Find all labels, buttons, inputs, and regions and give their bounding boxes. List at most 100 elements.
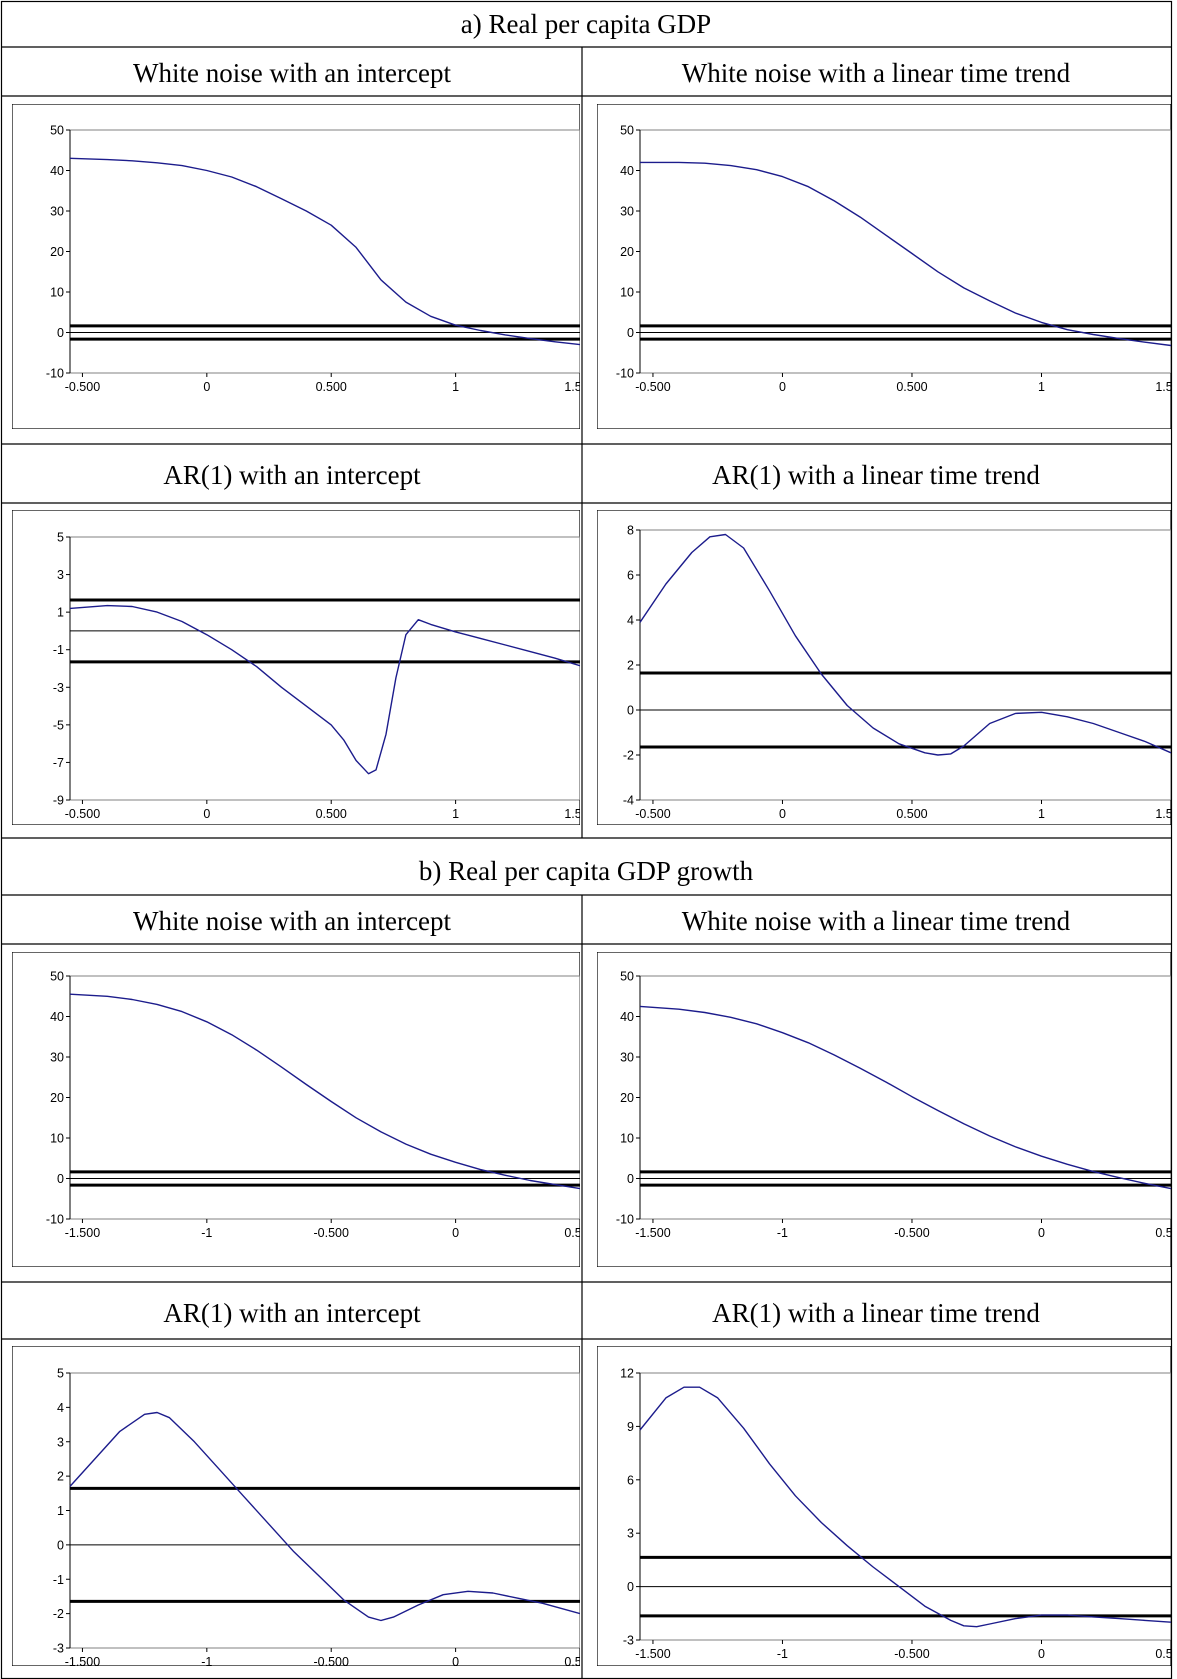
chart-1: -10 0 10 20 30 40 50 -0.500 0 0.500 1 1.500 (12, 104, 580, 429)
chart-frame (597, 1346, 1171, 1666)
y-tick-label: 0 (57, 326, 64, 340)
y-tick-label: -10 (46, 367, 64, 381)
panel-title-a2: White noise with a linear time trend (682, 58, 1071, 88)
y-tick-label: 40 (620, 164, 634, 178)
y-tick-label: 20 (50, 1091, 64, 1105)
series-line (69, 993, 580, 1190)
y-tick-label: 5 (57, 531, 64, 545)
y-tick-label: 0 (627, 1172, 634, 1186)
x-tick-label: 1 (452, 807, 459, 821)
y-tick-label: 2 (57, 1470, 64, 1484)
chart-area: -10 0 10 20 30 40 50 -0.500 0 0.500 1 1.500 (12, 104, 580, 429)
chart-8: -3 0 3 6 9 12 -1.500 -1 -0.500 0 0.500 (597, 1346, 1177, 1666)
panel-title-a4: AR(1) with a linear time trend (712, 460, 1040, 490)
y-tick-label: -2 (53, 1607, 64, 1621)
y-tick-label: 10 (50, 1132, 64, 1146)
x-tick-label: -0.500 (894, 1647, 929, 1661)
y-tick-label: 5 (57, 1367, 64, 1381)
y-tick-label: 40 (620, 1010, 634, 1024)
chart-area: -3 -2 -1 0 1 2 3 4 5 -1.500 -1 -0.500 0 0.500 (12, 1346, 580, 1669)
chart-frame (597, 104, 1171, 429)
y-tick-label: 3 (57, 1435, 64, 1449)
x-tick-label: 0.500 (564, 1226, 595, 1240)
series-line (69, 157, 580, 346)
x-tick-label: -1.500 (65, 1655, 100, 1669)
chart-frame (12, 1346, 580, 1666)
y-tick-label: 10 (620, 286, 634, 300)
y-tick-label: 0 (57, 1538, 64, 1552)
chart-frame (12, 510, 580, 825)
y-tick-label: -1 (53, 643, 64, 657)
y-tick-label: 0 (627, 704, 634, 718)
chart-area: -10 0 10 20 30 40 50 -0.500 0 0.500 1 1.500 (597, 104, 1177, 429)
y-tick-label: -3 (53, 1642, 64, 1656)
chart-area: -10 0 10 20 30 40 50 -1.500 -1 -0.500 0 0.500 (597, 952, 1177, 1267)
x-tick-label: 1.500 (1155, 807, 1177, 821)
x-tick-label: 1 (1038, 380, 1045, 394)
series-line (69, 604, 580, 775)
chart-frame (12, 104, 580, 429)
y-tick-label: -10 (616, 367, 634, 381)
y-tick-label: -3 (623, 1634, 634, 1648)
x-tick-label: 1 (1038, 807, 1045, 821)
y-tick-label: 20 (620, 1091, 634, 1105)
y-tick-label: 1 (57, 606, 64, 620)
x-tick-label: 0.500 (1155, 1226, 1177, 1240)
x-tick-label: -0.500 (313, 1226, 348, 1240)
x-tick-label: -1.500 (635, 1226, 670, 1240)
y-tick-label: 20 (620, 245, 634, 259)
x-tick-label: 0 (1038, 1647, 1045, 1661)
x-tick-label: -1 (201, 1655, 212, 1669)
x-tick-label: -1.500 (635, 1647, 670, 1661)
y-tick-label: 50 (50, 970, 64, 984)
y-tick-label: -2 (623, 749, 634, 763)
chart-4: -4 -2 0 2 4 6 8 -0.500 0 0.500 1 1.500 (597, 510, 1177, 825)
y-tick-label: 30 (620, 1051, 634, 1065)
x-tick-label: -0.500 (313, 1655, 348, 1669)
y-tick-label: 3 (627, 1527, 634, 1541)
chart-area: -3 0 3 6 9 12 -1.500 -1 -0.500 0 0.500 (597, 1346, 1177, 1666)
y-tick-label: 6 (627, 1473, 634, 1487)
y-tick-label: 0 (627, 326, 634, 340)
series-line (69, 1411, 580, 1622)
y-tick-label: 4 (57, 1401, 64, 1415)
x-tick-label: 0 (452, 1226, 459, 1240)
y-tick-label: 10 (50, 286, 64, 300)
section-title-b: b) Real per capita GDP growth (419, 856, 754, 886)
y-tick-label: -10 (616, 1213, 634, 1227)
y-tick-label: 9 (627, 1420, 634, 1434)
y-tick-label: -9 (53, 794, 64, 808)
x-tick-label: 0.500 (1155, 1647, 1177, 1661)
x-tick-label: 0.500 (896, 380, 927, 394)
chart-3: -9 -7 -5 -3 -1 1 3 5 -0.500 0 0.500 1 1.500 (12, 510, 580, 825)
x-tick-label: 0.500 (316, 380, 347, 394)
chart-2: -10 0 10 20 30 40 50 -0.500 0 0.500 1 1.500 (597, 104, 1177, 429)
y-tick-label: -3 (53, 681, 64, 695)
x-tick-label: 1.500 (1155, 380, 1177, 394)
x-tick-label: -0.500 (894, 1226, 929, 1240)
y-tick-label: 40 (50, 164, 64, 178)
x-tick-label: 0 (203, 380, 210, 394)
y-tick-label: 1 (57, 1504, 64, 1518)
x-tick-label: 0 (203, 807, 210, 821)
x-tick-label: 0 (452, 1655, 459, 1669)
y-tick-label: -5 (53, 718, 64, 732)
chart-frame (12, 952, 580, 1267)
chart-area: -10 0 10 20 30 40 50 -1.500 -1 -0.500 0 0.500 (12, 952, 595, 1267)
panel-title-b3: AR(1) with an intercept (163, 1298, 421, 1328)
y-tick-label: -1 (53, 1573, 64, 1587)
y-tick-label: 3 (57, 568, 64, 582)
panel-title-a1: White noise with an intercept (133, 58, 451, 88)
y-tick-label: -7 (53, 756, 64, 770)
x-tick-label: -1.500 (65, 1226, 100, 1240)
series-line (639, 533, 1171, 756)
y-tick-label: -4 (623, 794, 634, 808)
series-line (640, 161, 1171, 347)
y-tick-label: 8 (627, 524, 634, 538)
y-tick-label: 2 (627, 659, 634, 673)
panel-title-b2: White noise with a linear time trend (682, 906, 1071, 936)
chart-frame (597, 510, 1171, 825)
chart-5: -10 0 10 20 30 40 50 -1.500 -1 -0.500 0 0.500 (12, 952, 595, 1267)
